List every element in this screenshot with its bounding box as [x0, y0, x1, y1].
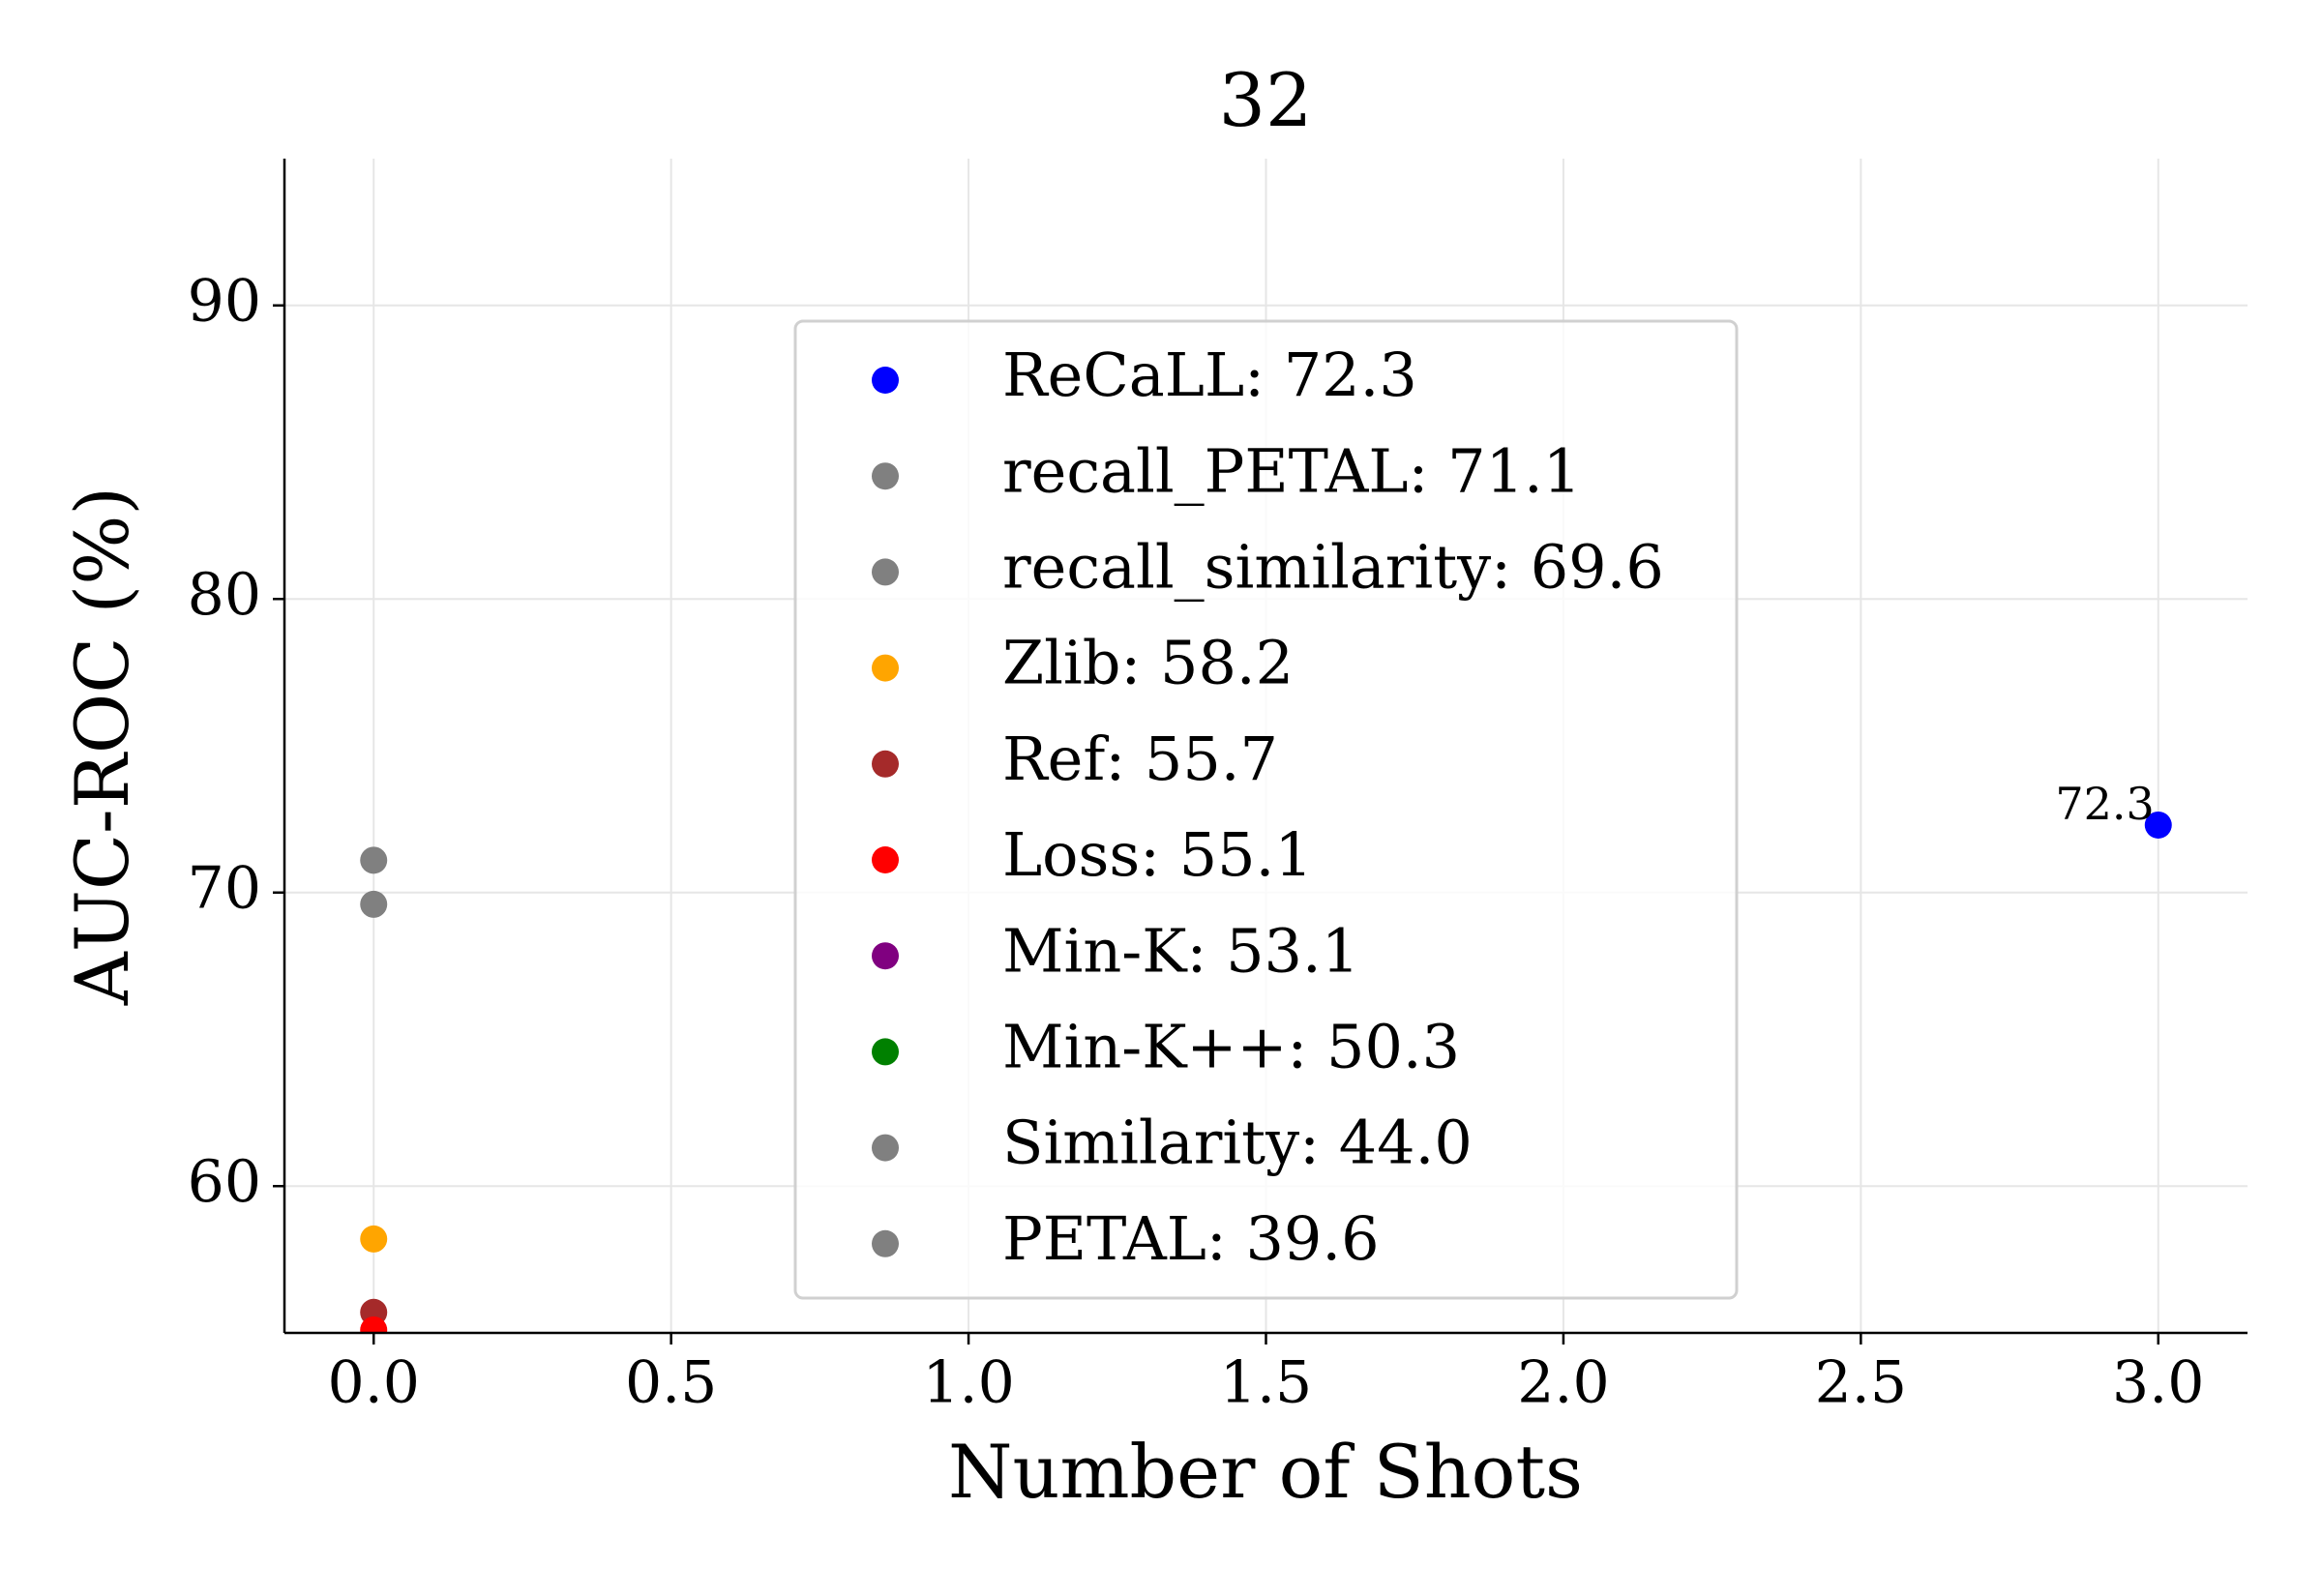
y-tick-label: 90 [188, 267, 261, 335]
legend-label: Ref: 55.7 [1002, 724, 1278, 794]
x-tick-label: 0.0 [328, 1349, 420, 1417]
point [360, 1225, 388, 1253]
legend-marker [872, 942, 899, 970]
legend-label: Loss: 55.1 [1002, 819, 1313, 890]
y-tick-label: 60 [188, 1148, 261, 1216]
x-tick-label: 3.0 [2112, 1349, 2204, 1417]
point-label: 72.3 [2055, 778, 2154, 830]
point [360, 1315, 388, 1333]
legend-label: Similarity: 44.0 [1002, 1108, 1473, 1178]
y-tick-label: 70 [188, 854, 261, 922]
legend-label: recall_similarity: 69.6 [1002, 532, 1664, 603]
x-tick-label: 2.5 [1815, 1349, 1907, 1417]
point [2144, 811, 2172, 839]
x-tick-label: 0.5 [625, 1349, 717, 1417]
legend-marker [872, 367, 899, 394]
legend-label: PETAL: 39.6 [1002, 1203, 1380, 1274]
y-axis-label: AUC-ROC (%) [59, 487, 145, 1006]
point [360, 846, 388, 874]
chart-title: 32 [1219, 57, 1313, 143]
legend-box [793, 319, 1739, 1300]
legend-marker [872, 654, 899, 682]
point [360, 1458, 387, 1485]
legend-marker [872, 846, 899, 873]
x-tick-label: 1.0 [922, 1349, 1014, 1417]
x-tick-label: 2.0 [1517, 1349, 1609, 1417]
y-tick-label: 80 [188, 561, 261, 629]
legend-label: Zlib: 58.2 [1002, 628, 1294, 698]
legend-label: ReCaLL: 72.3 [1002, 340, 1417, 410]
legend-marker [872, 1229, 899, 1257]
legend-marker [872, 462, 899, 490]
legend-marker [872, 558, 899, 586]
legend-label: Min-K++: 50.3 [1002, 1012, 1460, 1082]
x-axis-label: Number of Shots [948, 1429, 1583, 1515]
legend-marker [872, 1134, 899, 1162]
legend-label: recall_PETAL: 71.1 [1002, 435, 1581, 506]
point [360, 890, 388, 918]
legend-marker [872, 750, 899, 778]
legend-label: Min-K: 53.1 [1002, 915, 1359, 986]
x-tick-label: 1.5 [1220, 1349, 1312, 1417]
legend: ReCaLL: 72.3 recall_PETAL: 71.1 recall_sim… [793, 319, 1739, 1300]
legend-marker [872, 1038, 899, 1066]
